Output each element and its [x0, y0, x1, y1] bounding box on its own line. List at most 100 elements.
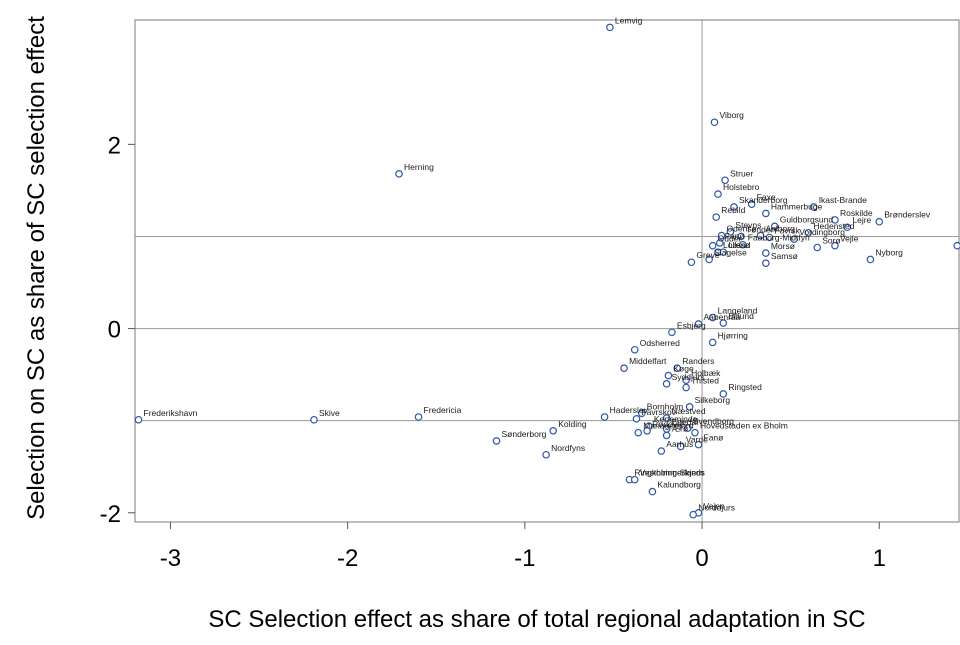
data-point: [843, 223, 852, 232]
data-point: [790, 235, 799, 244]
x-axis-ticks: -3 -2 -1 0 1: [160, 522, 886, 572]
data-point: [866, 255, 875, 264]
data-point: [730, 203, 738, 211]
data-point-label: Faxe: [757, 192, 776, 202]
data-point: [715, 239, 724, 247]
data-point: [719, 390, 728, 398]
data-point: [549, 427, 558, 435]
plot-area-frame: [134, 19, 960, 523]
data-point: [762, 249, 770, 257]
data-point: [719, 248, 728, 256]
data-point: [542, 450, 550, 459]
data-point: [831, 216, 839, 224]
data-point-label: Brønderslev: [884, 210, 931, 220]
data-point-label: Ringkobing-Skjern: [634, 468, 704, 478]
data-point: [726, 228, 735, 236]
data-point-label: Kolding: [558, 419, 587, 429]
data-point-label: Bornholm: [647, 401, 683, 411]
data-point-label: Køge: [673, 364, 694, 374]
data-point-label: Holstebro: [723, 182, 760, 192]
data-point-label: Ikast-Brande: [819, 195, 867, 205]
x-tick-label: -2: [337, 545, 358, 572]
data-point: [721, 176, 729, 185]
data-point-label: Skanderborg: [739, 195, 788, 205]
data-point-label: Odder: [718, 234, 742, 244]
data-point-label: Vejen: [704, 501, 726, 511]
y-axis-ticks: -2 0 2: [100, 132, 135, 528]
data-point-label: Stevns: [735, 220, 761, 230]
data-point: [708, 338, 717, 347]
data-point-label: Langeland: [718, 306, 758, 316]
data-point-label: Hovedstaden ex Bholm: [700, 421, 788, 431]
data-point-label: Herning: [404, 162, 434, 172]
data-point: [310, 415, 318, 424]
data-point: [657, 447, 666, 455]
data-point-label: Guldborgsund: [780, 214, 834, 224]
data-point: [687, 258, 696, 267]
data-point-label: Mariagerfjord: [643, 421, 693, 431]
data-point: [682, 383, 690, 392]
data-point-label: Middelfart: [629, 356, 667, 366]
data-point: [712, 213, 721, 221]
data-point: [804, 228, 813, 237]
data-point-label: Lolland: [723, 240, 751, 250]
data-point: [809, 203, 818, 211]
data-point-label: Rebild: [721, 205, 745, 215]
data-point: [648, 487, 657, 496]
data-point-label: Læsø: [728, 240, 750, 250]
data-point: [770, 222, 779, 231]
data-point: [634, 428, 643, 437]
data-point: [662, 431, 671, 440]
data-point: [708, 313, 717, 322]
data-point-label: Hammerbuge: [771, 201, 823, 211]
data-point-label: Vejle: [840, 234, 859, 244]
data-point: [600, 413, 609, 421]
y-axis-title: Selection on SC as share of SC selection…: [23, 16, 50, 520]
y-tick-label: 0: [108, 317, 121, 344]
data-point: [875, 217, 884, 226]
data-point-label: Hjørring: [718, 330, 748, 340]
data-point-label: Fredericia: [424, 405, 462, 415]
data-point-label: Egedal: [672, 417, 699, 427]
data-point: [694, 320, 703, 328]
x-axis-title: SC Selection effect as share of total re…: [208, 606, 865, 633]
x-tick-label: -1: [514, 545, 535, 572]
data-point-label: Sorø: [822, 236, 840, 246]
data-point-label: Kalundborg: [657, 480, 701, 490]
data-point-label: Greve: [696, 250, 719, 260]
data-point: [756, 231, 765, 240]
data-point-label: Varde: [686, 434, 708, 444]
data-point: [662, 414, 671, 422]
x-tick-label: -3: [160, 545, 181, 572]
data-point: [765, 233, 774, 242]
data-point: [708, 241, 717, 250]
data-point: [762, 259, 770, 267]
data-point-label: Holbæk: [691, 368, 721, 378]
data-point: [673, 364, 682, 372]
data-point: [691, 428, 699, 437]
data-point-label: Samsø: [771, 251, 798, 261]
data-point-label: Lemvig: [615, 15, 643, 25]
data-point-label: Roskilde: [840, 208, 873, 218]
data-point-label: Morsø: [771, 241, 795, 251]
data-point: [676, 442, 685, 451]
x-tick-label: 1: [873, 545, 886, 572]
data-points: [134, 23, 960, 519]
data-point-label: Aalborg: [766, 224, 796, 234]
y-tick-label: 2: [108, 132, 121, 159]
data-point: [492, 437, 501, 445]
data-point-label: Thisted: [691, 376, 719, 386]
data-point-label: Billund: [728, 311, 754, 321]
data-point: [638, 409, 646, 418]
data-point: [662, 380, 671, 388]
data-point: [694, 440, 703, 449]
data-point-label: Struer: [730, 168, 753, 178]
data-point-label: Norddjurs: [698, 503, 735, 513]
data-point: [134, 415, 143, 424]
data-point-label: Sønderborg: [501, 429, 546, 439]
data-point-label: Lejre: [852, 215, 871, 225]
reference-lines: [135, 20, 959, 522]
